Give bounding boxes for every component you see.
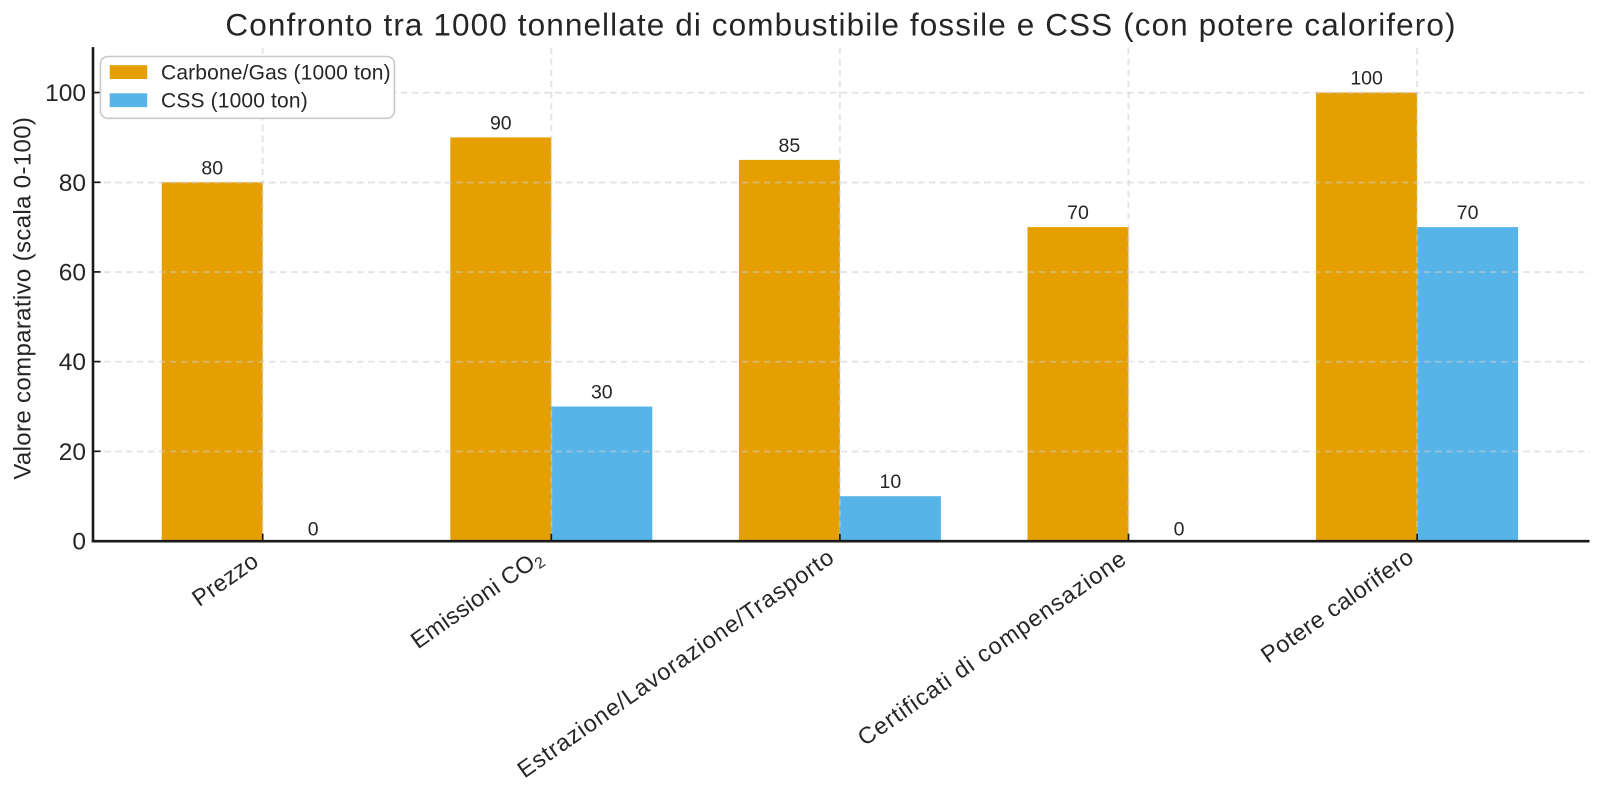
svg-text:70: 70 (1067, 202, 1089, 224)
svg-text:60: 60 (59, 259, 86, 286)
svg-text:90: 90 (490, 112, 512, 134)
svg-text:30: 30 (591, 382, 613, 404)
svg-text:0: 0 (308, 519, 319, 541)
svg-text:70: 70 (1457, 202, 1479, 224)
svg-text:0: 0 (72, 529, 86, 556)
svg-text:0: 0 (1174, 519, 1185, 541)
svg-text:85: 85 (779, 135, 801, 157)
svg-text:Valore comparativo (scala 0-10: Valore comparativo (scala 0-100) (9, 117, 36, 480)
svg-text:100: 100 (1350, 68, 1383, 90)
svg-text:Carbone/Gas (1000 ton): Carbone/Gas (1000 ton) (161, 61, 391, 84)
svg-text:10: 10 (880, 471, 902, 493)
svg-text:100: 100 (45, 80, 86, 107)
svg-text:CSS (1000 ton): CSS (1000 ton) (161, 90, 308, 113)
svg-text:80: 80 (59, 170, 86, 197)
svg-text:20: 20 (59, 439, 86, 466)
svg-text:Confronto tra 1000 tonnellate: Confronto tra 1000 tonnellate di combust… (225, 7, 1456, 43)
svg-text:80: 80 (201, 157, 223, 179)
svg-text:40: 40 (59, 349, 86, 376)
